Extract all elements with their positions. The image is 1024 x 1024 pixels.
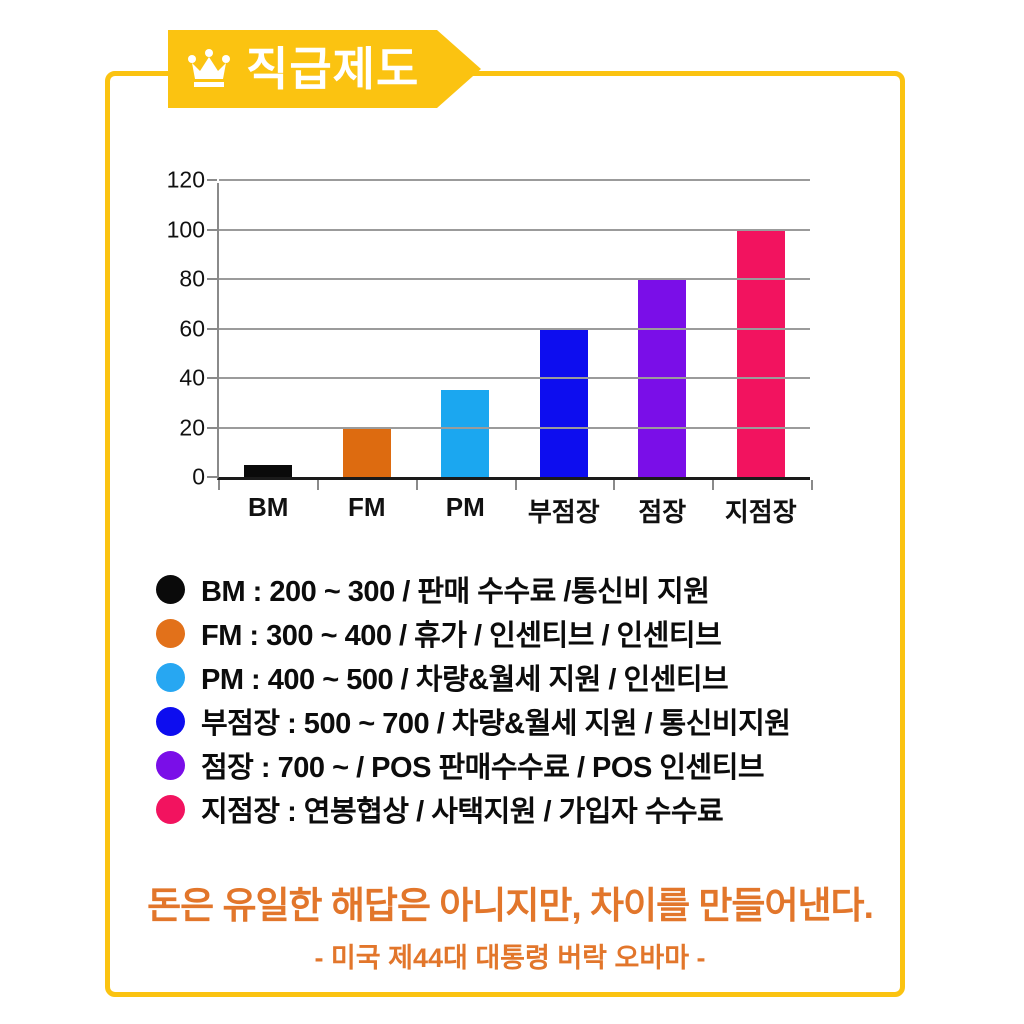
y-axis-tick-label: 80 [179, 265, 205, 292]
gridline [219, 327, 810, 330]
page-frame [105, 71, 905, 997]
legend-item-label: 지점장 : 연봉협상 / 사택지원 / 가입자 수수료 [201, 796, 724, 828]
x-axis-tick-mark [712, 480, 715, 490]
legend-color-dot [156, 618, 185, 648]
legend-color-dot [156, 662, 185, 692]
y-axis-tick-mark [207, 228, 217, 231]
legend-color-dot [156, 706, 185, 736]
x-axis-tick-mark [514, 480, 517, 490]
legend-item: 부점장 : 500 ~ 700 / 차량&월세 지원 / 통신비지원 [156, 699, 791, 743]
legend-item-label: 부점장 : 500 ~ 700 / 차량&월세 지원 / 통신비지원 [201, 708, 791, 740]
legend-item-label: FM : 300 ~ 400 / 휴가 / 인센티브 / 인센티브 [201, 620, 722, 652]
gridline [219, 377, 810, 379]
banner-arrow-shape [437, 30, 482, 108]
gridline [219, 228, 810, 231]
gridline [219, 179, 810, 181]
bar-column [219, 183, 318, 477]
bar-column [613, 183, 712, 477]
bar-FM [342, 427, 391, 477]
y-axis-tick-mark [207, 426, 217, 429]
legend-item-label: PM : 400 ~ 500 / 차량&월세 지원 / 인센티브 [201, 664, 729, 696]
title-banner: 직급제도 [168, 30, 482, 108]
bar-chart: BM FM PM 부점장 점장 지점장 0 20 40 60 80 100 120 [167, 168, 813, 527]
y-axis-tick-mark [207, 476, 217, 478]
legend-item: BM : 200 ~ 300 / 판매 수수료 /통신비 지원 [156, 567, 790, 611]
x-axis-tick-mark [811, 480, 813, 490]
quote-text: 돈은 유일한 해답은 아니지만, 차이를 만들어낸다. [147, 885, 874, 926]
x-axis-category-label: FM [347, 492, 386, 522]
legend-item: 점장 : 700 ~ / POS 판매수수료 / POS 인센티브 [156, 743, 790, 787]
bar-BM [244, 464, 293, 477]
legend-color-dot [156, 794, 185, 824]
y-axis-tick-mark [207, 179, 217, 181]
gridline [219, 278, 810, 280]
bar-부점장 [539, 328, 588, 477]
x-axis-tick-mark [415, 480, 418, 490]
x-axis-tick-mark [218, 480, 220, 490]
x-axis-category-label: 부점장 [527, 497, 600, 527]
bar-column [712, 183, 811, 477]
gridline [219, 426, 810, 429]
title-banner-body: 직급제도 [168, 30, 438, 108]
x-axis-category-label: 지점장 [724, 497, 797, 527]
bar-column [318, 183, 417, 477]
chart-legend: BM : 200 ~ 300 / 판매 수수료 /통신비 지원 FM : 300 … [156, 567, 791, 831]
x-axis-tick-mark [613, 480, 616, 490]
bar-지점장 [736, 229, 785, 477]
bar-PM [441, 390, 490, 477]
bar-column [416, 183, 515, 477]
legend-color-dot [156, 574, 185, 604]
y-axis-tick-mark [207, 327, 217, 330]
y-axis-tick-mark [207, 278, 217, 280]
y-axis-tick-mark [207, 377, 217, 379]
y-axis-tick-label: 100 [166, 216, 205, 242]
y-axis-tick-label: 60 [179, 315, 205, 341]
legend-item-label: BM : 200 ~ 300 / 판매 수수료 /통신비 지원 [201, 576, 710, 608]
page-title: 직급제도 [246, 43, 420, 95]
y-axis-tick-label: 0 [192, 463, 205, 490]
x-axis-category-label: PM [445, 492, 485, 522]
legend-item: 지점장 : 연봉협상 / 사택지원 / 가입자 수수료 [156, 787, 790, 831]
legend-item: PM : 400 ~ 500 / 차량&월세 지원 / 인센티브 [156, 655, 790, 699]
legend-item-label: 점장 : 700 ~ / POS 판매수수료 / POS 인센티브 [201, 752, 765, 784]
x-axis-category-label: BM [248, 492, 289, 522]
y-axis-tick-label: 20 [179, 414, 205, 440]
quote-attribution: - 미국 제44대 대통령 버락 오바마 - [314, 943, 706, 973]
legend-item: FM : 300 ~ 400 / 휴가 / 인센티브 / 인센티브 [156, 611, 790, 655]
chart-bars [219, 183, 810, 477]
y-axis-tick-label: 120 [166, 166, 205, 193]
y-axis-tick-label: 40 [179, 364, 205, 391]
crown-icon [188, 49, 230, 87]
x-axis-category-label: 점장 [638, 497, 687, 527]
legend-color-dot [156, 750, 185, 780]
bar-column [515, 183, 614, 477]
chart-x-labels: BM FM PM 부점장 점장 지점장 [219, 492, 810, 529]
x-axis-tick-mark [316, 480, 319, 490]
